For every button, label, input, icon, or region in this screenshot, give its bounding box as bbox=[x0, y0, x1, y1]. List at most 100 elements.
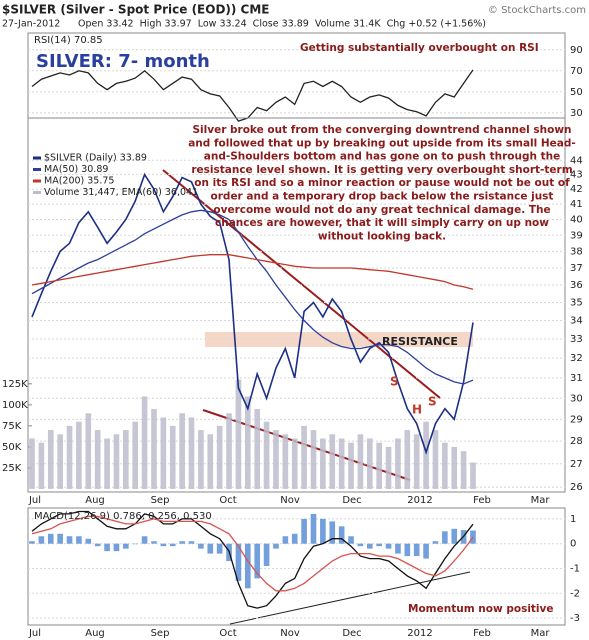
bar bbox=[113, 543, 120, 552]
bar bbox=[169, 543, 176, 547]
y-tick-label: 28 bbox=[570, 436, 583, 447]
pattern-label: S bbox=[390, 375, 399, 389]
bar bbox=[85, 538, 92, 544]
bar bbox=[132, 421, 139, 489]
y-tick-label: 42 bbox=[570, 184, 583, 195]
y-tick-label: 40 bbox=[570, 215, 583, 226]
series-line bbox=[31, 515, 474, 592]
x-tick-label: Mar bbox=[531, 495, 551, 506]
bar bbox=[29, 541, 35, 544]
symbol-line: $SILVER (Silver - Spot Price (EOD)) CME bbox=[2, 3, 270, 17]
bar bbox=[320, 438, 326, 489]
bar bbox=[235, 543, 242, 581]
annotation-line: and followed that up by breaking out ups… bbox=[188, 137, 576, 149]
y2-tick-label: 125K bbox=[2, 379, 28, 390]
bar bbox=[29, 438, 35, 489]
y-tick-label: 32 bbox=[570, 353, 583, 364]
y-tick-label: 43 bbox=[570, 170, 583, 181]
y-tick-label: 27 bbox=[570, 459, 583, 470]
bar bbox=[123, 430, 129, 489]
annotation-line: on its RSI and so a minor reaction or pa… bbox=[194, 177, 570, 189]
bar bbox=[329, 434, 336, 489]
x-tick-label: Mar bbox=[531, 628, 551, 639]
bar bbox=[244, 396, 251, 489]
bar bbox=[104, 438, 110, 489]
trend-line-upper bbox=[162, 169, 441, 399]
bar bbox=[329, 521, 336, 544]
y-tick-label: 50 bbox=[570, 87, 583, 98]
x-tick-label: Dec bbox=[342, 495, 361, 506]
annotation-line: overcome would not do any great technica… bbox=[213, 204, 550, 216]
legend-entry: $SILVER (Daily) 33.89 bbox=[44, 153, 147, 164]
bar bbox=[338, 438, 345, 489]
bar bbox=[357, 543, 364, 547]
bar bbox=[348, 442, 354, 489]
macd-trend-line bbox=[229, 571, 471, 625]
y2-tick-label: 25K bbox=[2, 463, 22, 474]
y-tick-label: 41 bbox=[570, 199, 583, 210]
bar bbox=[366, 543, 373, 549]
bar bbox=[235, 379, 242, 489]
x-tick-label: Sep bbox=[151, 628, 170, 639]
series-line bbox=[31, 254, 474, 290]
legend-entry: MA(50) 30.89 bbox=[44, 164, 108, 175]
x-tick-label: Oct bbox=[219, 628, 236, 639]
bar bbox=[38, 536, 45, 544]
y-tick-label: -1 bbox=[570, 563, 580, 574]
bar bbox=[451, 528, 458, 544]
bar bbox=[423, 543, 429, 559]
bar bbox=[160, 417, 167, 489]
x-tick-label: Dec bbox=[342, 628, 361, 639]
bar bbox=[76, 536, 82, 544]
annotation-line: chances are however, that it will simply… bbox=[215, 217, 549, 229]
y2-tick-label: 100K bbox=[2, 400, 28, 411]
copyright: © StockCharts.com bbox=[488, 5, 586, 16]
bar bbox=[413, 434, 420, 489]
annotation-line: Silver broke out from the converging dow… bbox=[192, 124, 571, 136]
bar bbox=[216, 425, 223, 489]
y-tick-label: 70 bbox=[570, 66, 583, 77]
bar bbox=[169, 425, 176, 489]
bar bbox=[38, 442, 45, 489]
bar bbox=[310, 513, 317, 544]
bar bbox=[404, 430, 411, 489]
bar bbox=[141, 396, 148, 489]
x-tick-label: Sep bbox=[151, 495, 170, 506]
panel-frame bbox=[27, 507, 566, 626]
y-tick-label: 37 bbox=[570, 263, 583, 274]
bar bbox=[47, 533, 54, 544]
bar bbox=[151, 409, 157, 489]
resistance-label: RESISTANCE bbox=[382, 335, 458, 348]
bar bbox=[254, 543, 261, 579]
bar bbox=[132, 543, 139, 545]
bar bbox=[470, 462, 476, 489]
y-tick-label: 30 bbox=[570, 393, 583, 404]
y-tick-label: 34 bbox=[570, 316, 583, 327]
annotation-line: and-Shoulders bottom and has gone on to … bbox=[204, 151, 560, 163]
y2-tick-label: 75K bbox=[2, 421, 22, 432]
y-tick-label: 35 bbox=[570, 297, 583, 308]
bar bbox=[366, 438, 373, 489]
y-tick-label: -2 bbox=[570, 588, 580, 599]
bar bbox=[188, 541, 195, 544]
series-line bbox=[31, 69, 474, 122]
bar bbox=[442, 531, 448, 544]
legend-entry: Volume 31,447, EMA(60) 36,041 bbox=[44, 187, 198, 198]
x-tick-label: Nov bbox=[280, 495, 300, 506]
pattern-label: H bbox=[412, 403, 422, 417]
bar bbox=[179, 541, 185, 544]
bar bbox=[301, 425, 307, 489]
bar bbox=[141, 536, 148, 544]
panel-label: RSI(14) 70.85 bbox=[34, 35, 103, 46]
bar bbox=[395, 438, 401, 489]
x-tick-label: Oct bbox=[219, 495, 236, 506]
bar bbox=[76, 421, 82, 489]
bar bbox=[376, 543, 382, 547]
bar bbox=[338, 526, 345, 544]
bar bbox=[404, 543, 411, 557]
bar bbox=[282, 434, 289, 489]
bar bbox=[442, 442, 448, 489]
y-tick-label: 26 bbox=[570, 482, 583, 493]
